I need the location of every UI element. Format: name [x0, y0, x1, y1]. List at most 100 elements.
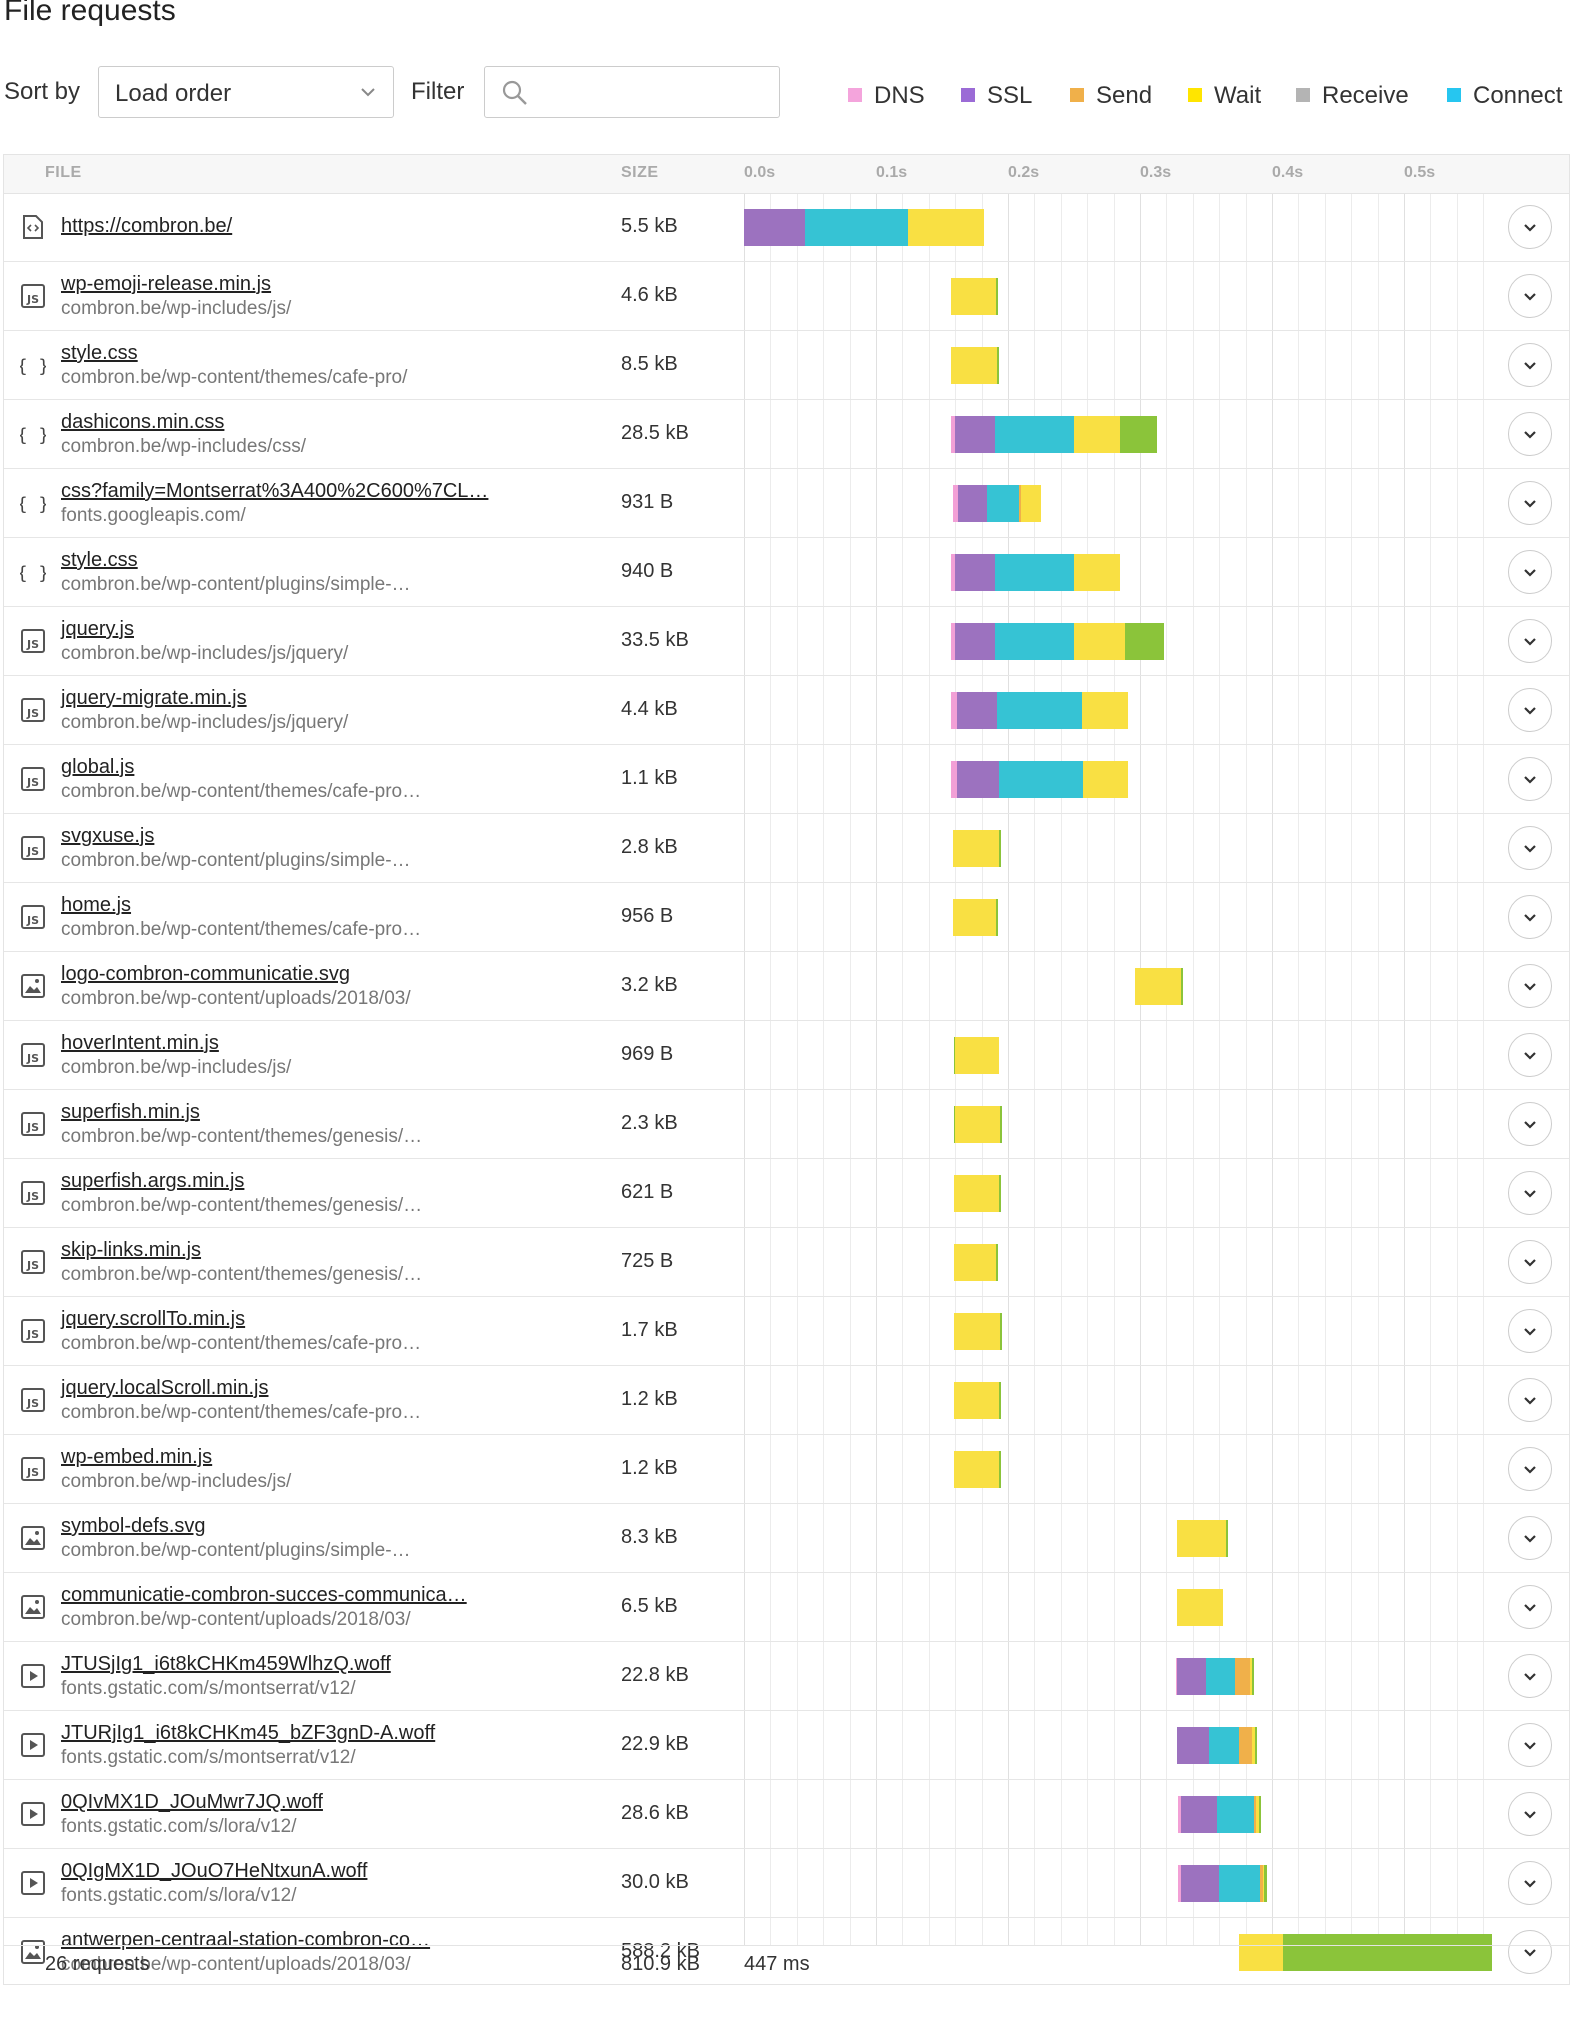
expand-row-button[interactable]	[1508, 1171, 1552, 1215]
file-name-link[interactable]: communicatie-combron-succes-communica…	[61, 1584, 467, 1606]
filter-input[interactable]	[541, 75, 765, 111]
file-name-link[interactable]: symbol-defs.svg	[61, 1515, 206, 1537]
expand-row-button[interactable]	[1508, 1654, 1552, 1698]
expand-row-button[interactable]	[1508, 688, 1552, 732]
chevron-down-icon	[1524, 1397, 1536, 1405]
table-row[interactable]: JS jquery.localScroll.min.js combron.be/wp…	[4, 1366, 1569, 1435]
table-row[interactable]: 0QIvMX1D_JOuMwr7JQ.woff fonts.gstatic.com…	[4, 1780, 1569, 1849]
table-row[interactable]: JS superfish.min.js combron.be/wp-content/…	[4, 1090, 1569, 1159]
expand-row-button[interactable]	[1508, 964, 1552, 1008]
file-name-link[interactable]: 0QIgMX1D_JOuO7HeNtxunA.woff	[61, 1860, 368, 1882]
timing-waterfall-bar	[744, 814, 1504, 882]
file-name-link[interactable]: https://combron.be/	[61, 215, 233, 237]
file-path: combron.be/wp-content/themes/cafe-pro…	[61, 919, 422, 940]
chevron-down-icon	[1524, 776, 1536, 784]
expand-row-button[interactable]	[1508, 826, 1552, 870]
file-name-link[interactable]: style.css	[61, 342, 138, 364]
expand-row-button[interactable]	[1508, 1102, 1552, 1146]
table-row[interactable]: JS svgxuse.js combron.be/wp-content/plugin…	[4, 814, 1569, 883]
file-name-link[interactable]: global.js	[61, 756, 135, 778]
timing-segment-wait	[1239, 1934, 1283, 1971]
filter-field[interactable]	[484, 66, 780, 118]
file-name-link[interactable]: jquery.localScroll.min.js	[61, 1377, 269, 1399]
table-row[interactable]: symbol-defs.svg combron.be/wp-content/plu…	[4, 1504, 1569, 1573]
table-row[interactable]: JS hoverIntent.min.js combron.be/wp-includ…	[4, 1021, 1569, 1090]
table-row[interactable]: { } css?family=Montserrat%3A400%2C600%7CL…	[4, 469, 1569, 538]
file-name-link[interactable]: style.css	[61, 549, 138, 571]
file-name-link[interactable]: 0QIvMX1D_JOuMwr7JQ.woff	[61, 1791, 323, 1813]
expand-row-button[interactable]	[1508, 1930, 1552, 1974]
css-file-icon: { }	[17, 490, 50, 516]
expand-row-button[interactable]	[1508, 1585, 1552, 1629]
expand-row-button[interactable]	[1508, 1792, 1552, 1836]
font-file-icon	[20, 1870, 46, 1896]
file-name-link[interactable]: skip-links.min.js	[61, 1239, 202, 1261]
expand-row-button[interactable]	[1508, 895, 1552, 939]
table-row[interactable]: JS jquery.scrollTo.min.js combron.be/wp-co…	[4, 1297, 1569, 1366]
expand-row-button[interactable]	[1508, 1447, 1552, 1491]
chevron-down-icon	[1524, 983, 1536, 991]
expand-row-button[interactable]	[1508, 1240, 1552, 1284]
search-icon	[502, 80, 527, 105]
javascript-file-icon: JS	[20, 1111, 46, 1137]
table-row[interactable]: JS global.js combron.be/wp-content/themes/…	[4, 745, 1569, 814]
table-row[interactable]: { } style.css combron.be/wp-content/plugin…	[4, 538, 1569, 607]
timing-waterfall-bar	[744, 1504, 1504, 1572]
table-row[interactable]: JS wp-emoji-release.min.js combron.be/wp-i…	[4, 262, 1569, 331]
file-name-link[interactable]: JTUSjIg1_i6t8kCHKm459WlhzQ.woff	[61, 1653, 391, 1675]
file-name-link[interactable]: jquery.js	[61, 618, 134, 640]
expand-row-button[interactable]	[1508, 1861, 1552, 1905]
expand-row-button[interactable]	[1508, 1378, 1552, 1422]
legend-item-3: Wait	[1188, 82, 1261, 110]
table-row[interactable]: JS wp-embed.min.js combron.be/wp-includes/…	[4, 1435, 1569, 1504]
expand-row-button[interactable]	[1508, 343, 1552, 387]
file-name-link[interactable]: css?family=Montserrat%3A400%2C600%7CL…	[61, 480, 489, 502]
timing-segment-wait	[1074, 416, 1121, 453]
table-row[interactable]: JS home.js combron.be/wp-content/themes/ca…	[4, 883, 1569, 952]
expand-row-button[interactable]	[1508, 550, 1552, 594]
file-path: combron.be/wp-content/uploads/2018/03/	[61, 1954, 411, 1975]
file-name-link[interactable]: dashicons.min.css	[61, 411, 225, 433]
expand-row-button[interactable]	[1508, 1516, 1552, 1560]
table-row[interactable]: communicatie-combron-succes-communica… co…	[4, 1573, 1569, 1642]
sort-select[interactable]: Load order	[98, 66, 394, 118]
timing-segment-receive	[953, 1037, 956, 1074]
table-row[interactable]: { } dashicons.min.css combron.be/wp-includ…	[4, 400, 1569, 469]
table-row[interactable]: JS superfish.args.min.js combron.be/wp-con…	[4, 1159, 1569, 1228]
file-name-link[interactable]: superfish.min.js	[61, 1101, 200, 1123]
expand-row-button[interactable]	[1508, 1309, 1552, 1353]
file-name-link[interactable]: wp-emoji-release.min.js	[61, 273, 272, 295]
image-file-icon	[20, 1594, 46, 1620]
table-row[interactable]: JTUSjIg1_i6t8kCHKm459WlhzQ.woff fonts.gst…	[4, 1642, 1569, 1711]
table-row[interactable]: JS jquery.js combron.be/wp-includes/js/jqu…	[4, 607, 1569, 676]
file-name-link[interactable]: superfish.args.min.js	[61, 1170, 245, 1192]
expand-row-button[interactable]	[1508, 412, 1552, 456]
table-row[interactable]: logo-combron-communicatie.svg combron.be/…	[4, 952, 1569, 1021]
expand-row-button[interactable]	[1508, 205, 1552, 249]
table-row[interactable]: { } style.css combron.be/wp-content/themes…	[4, 331, 1569, 400]
timing-waterfall-bar	[744, 193, 1504, 261]
file-name-link[interactable]: home.js	[61, 894, 132, 916]
table-row[interactable]: JS skip-links.min.js combron.be/wp-content…	[4, 1228, 1569, 1297]
expand-row-button[interactable]	[1508, 481, 1552, 525]
expand-row-button[interactable]	[1508, 1033, 1552, 1077]
expand-row-button[interactable]	[1508, 274, 1552, 318]
svg-text:JS: JS	[26, 1052, 39, 1065]
file-name-link[interactable]: JTURjIg1_i6t8kCHKm45_bZF3gnD-A.woff	[61, 1722, 436, 1744]
file-name-link[interactable]: svgxuse.js	[61, 825, 155, 847]
expand-row-button[interactable]	[1508, 757, 1552, 801]
file-name-link[interactable]: jquery.scrollTo.min.js	[61, 1308, 246, 1330]
file-name-link[interactable]: jquery-migrate.min.js	[61, 687, 247, 709]
table-row[interactable]: https://combron.be/5.5 kB	[4, 193, 1569, 262]
font-file-icon	[20, 1801, 46, 1827]
table-row[interactable]: JS jquery-migrate.min.js combron.be/wp-inc…	[4, 676, 1569, 745]
expand-row-button[interactable]	[1508, 1723, 1552, 1767]
file-name-link[interactable]: logo-combron-communicatie.svg	[61, 963, 351, 985]
timing-waterfall-bar	[744, 1642, 1504, 1710]
file-name-link[interactable]: wp-embed.min.js	[61, 1446, 213, 1468]
table-row[interactable]: JTURjIg1_i6t8kCHKm45_bZF3gnD-A.woff fonts…	[4, 1711, 1569, 1780]
chevron-down-icon	[1524, 1604, 1536, 1612]
file-name-link[interactable]: hoverIntent.min.js	[61, 1032, 219, 1054]
table-row[interactable]: 0QIgMX1D_JOuO7HeNtxunA.woff fonts.gstatic…	[4, 1849, 1569, 1918]
expand-row-button[interactable]	[1508, 619, 1552, 663]
